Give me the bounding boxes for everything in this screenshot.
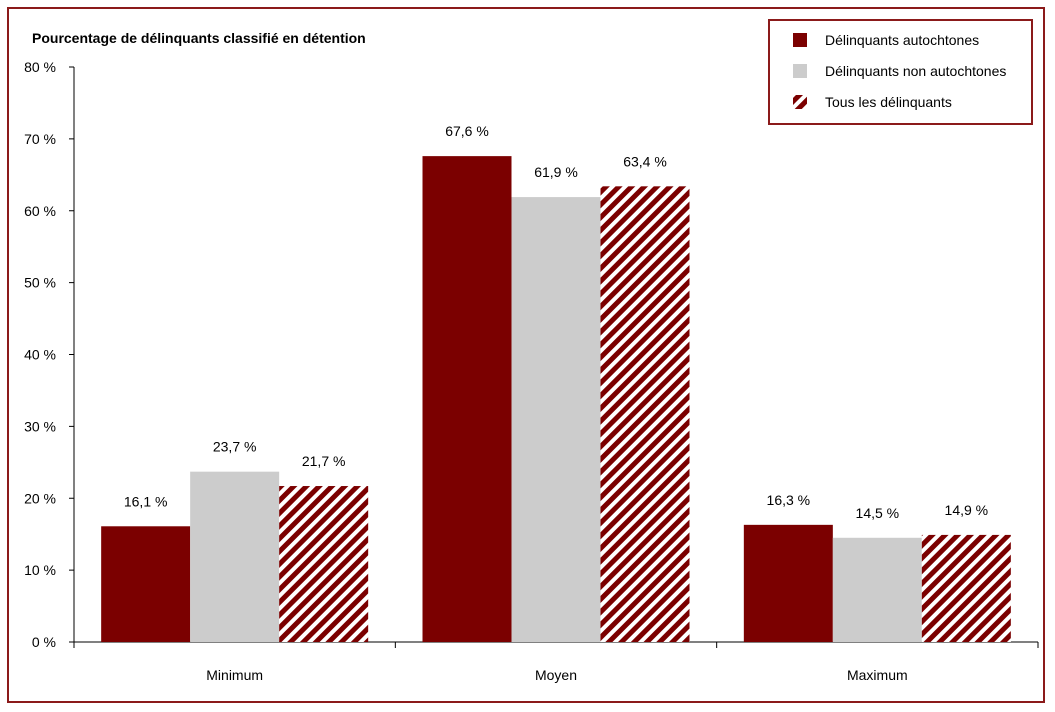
y-tick-label: 0 % (32, 634, 56, 650)
y-tick-label: 80 % (24, 59, 56, 75)
legend-box (768, 19, 1033, 125)
y-tick-label: 10 % (24, 562, 56, 578)
y-tick-label: 50 % (24, 275, 56, 291)
x-tick-label: Maximum (847, 667, 908, 683)
bar-value-label: 14,5 % (856, 505, 900, 521)
bar-value-label: 21,7 % (302, 453, 346, 469)
y-tick-label: 40 % (24, 347, 56, 363)
bar (743, 524, 833, 642)
bar (190, 471, 280, 642)
x-axis: Minimum Moyen Maximum (73, 641, 1039, 683)
chart-frame (7, 7, 1045, 703)
legend-label: Délinquants autochtones (825, 32, 979, 48)
bar (600, 186, 690, 642)
bar (422, 156, 512, 642)
legend-label: Délinquants non autochtones (825, 63, 1006, 79)
y-tick-label: 30 % (24, 418, 56, 434)
bar-value-label: 61,9 % (534, 164, 578, 180)
legend-swatch (793, 64, 807, 78)
bar (511, 197, 601, 642)
x-tick-label: Moyen (535, 667, 577, 683)
bars: 16,1 % 23,7 % 21,7 % 67,6 % 61,9 % 63,4 % 16,3… (101, 123, 1011, 642)
legend: Délinquants autochtones Délinquants non a… (768, 19, 1033, 125)
y-axis: 0 % 10 % 20 % 30 % 40 % 50 % 60 % 70 % 80 % (24, 59, 75, 650)
bar (921, 534, 1011, 642)
bar (101, 526, 191, 642)
y-tick-label: 70 % (24, 131, 56, 147)
x-tick-label: Minimum (206, 667, 263, 683)
bar-value-label: 67,6 % (445, 123, 489, 139)
bar (279, 486, 369, 642)
bar-value-label: 23,7 % (213, 439, 257, 455)
bar-value-label: 14,9 % (945, 502, 989, 518)
legend-swatch (793, 95, 807, 109)
bar (832, 537, 922, 642)
legend-swatch (793, 33, 807, 47)
y-tick-label: 20 % (24, 490, 56, 506)
bar-value-label: 16,1 % (124, 493, 168, 509)
legend-label: Tous les délinquants (825, 94, 952, 110)
bar-value-label: 63,4 % (623, 153, 667, 169)
y-axis-title: Pourcentage de délinquants classifié en … (32, 30, 366, 46)
y-tick-label: 60 % (24, 203, 56, 219)
bar-value-label: 16,3 % (767, 492, 811, 508)
